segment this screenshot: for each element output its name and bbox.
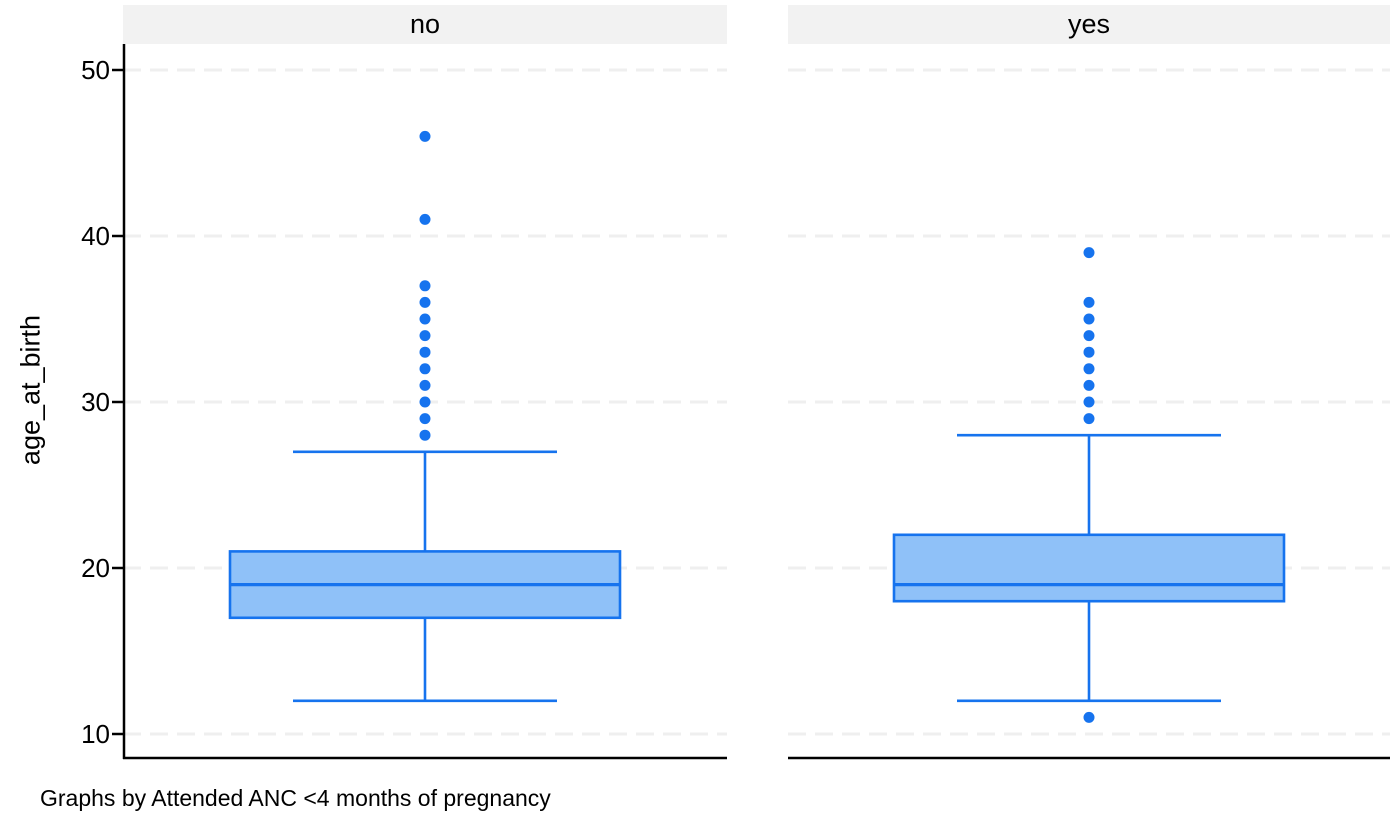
panel-header-yes: yes [788,5,1390,44]
outlier-dot-no-34 [419,330,431,342]
outlier-dot-yes-35 [1083,313,1095,325]
panel-header-yes-label: yes [1067,9,1111,39]
outlier-dot-yes-11 [1083,711,1095,723]
outlier-dot-no-33 [419,346,431,358]
outlier-dot-no-36 [419,296,431,308]
outlier-dot-no-32 [419,363,431,375]
y-tick-label-20: 20 [81,553,110,583]
outlier-dot-yes-33 [1083,346,1095,358]
outlier-dot-yes-29 [1083,413,1095,425]
panel-header-no-label: no [409,9,441,39]
outlier-dot-no-37 [419,280,431,292]
outlier-dot-yes-39 [1083,247,1095,259]
outlier-dot-no-29 [419,413,431,425]
outlier-dot-yes-30 [1083,396,1095,408]
outlier-dot-no-28 [419,429,431,441]
outlier-dot-yes-31 [1083,379,1095,391]
outlier-dot-no-41 [419,213,431,225]
outlier-dot-no-30 [419,396,431,408]
y-tick-label-50: 50 [81,55,110,85]
outlier-dot-no-31 [419,379,431,391]
outlier-dot-no-46 [419,130,431,142]
y-tick-label-10: 10 [81,719,110,749]
iqr-box-yes [892,533,1286,603]
outlier-dot-no-35 [419,313,431,325]
outlier-dot-yes-34 [1083,330,1095,342]
outlier-dot-yes-36 [1083,296,1095,308]
outlier-dot-yes-32 [1083,363,1095,375]
y-tick-label-40: 40 [81,221,110,251]
figure-caption: Graphs by Attended ANC <4 months of preg… [40,785,551,811]
y-tick-label-30: 30 [81,387,110,417]
panel-header-no: no [123,5,727,44]
